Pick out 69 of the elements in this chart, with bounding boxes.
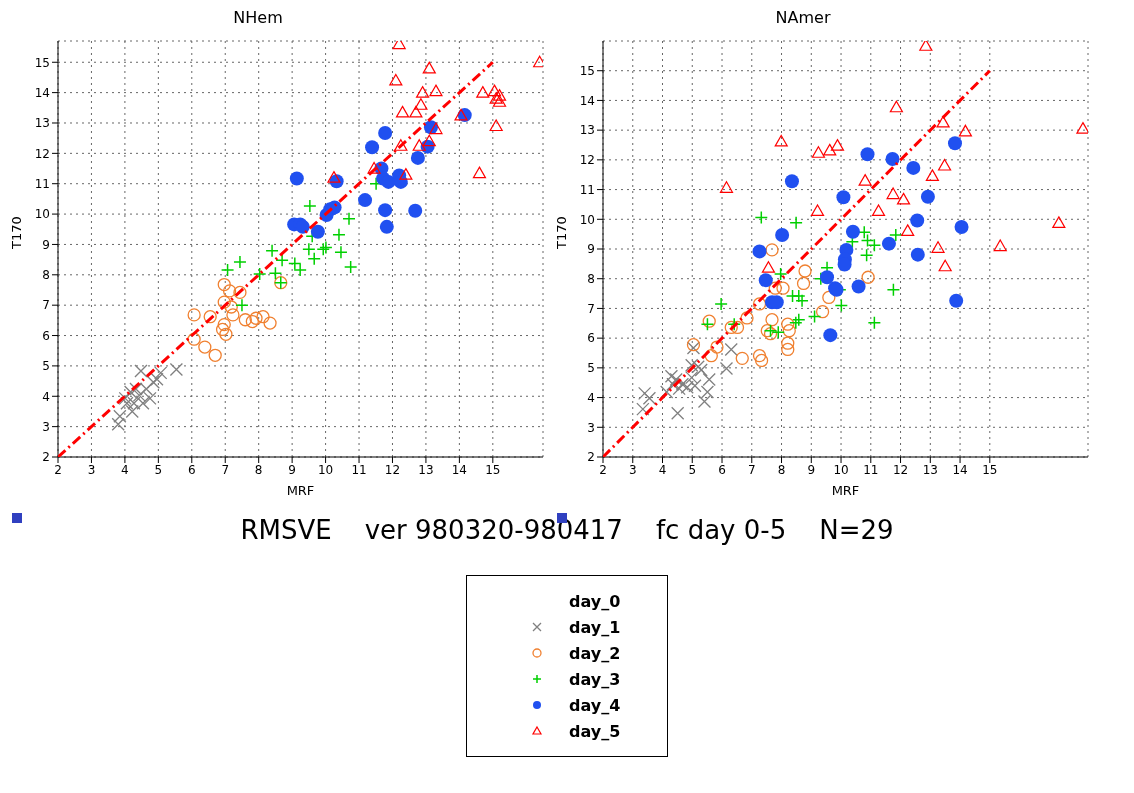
- y-tick-label: 7: [587, 301, 595, 316]
- x-tick-label: 15: [982, 462, 998, 477]
- y-tick-label: 10: [579, 212, 595, 227]
- y-tick-label: 7: [42, 298, 50, 313]
- legend-label: day_1: [569, 617, 621, 637]
- x-tick-label: 7: [221, 462, 230, 477]
- y-tick-label: 5: [587, 361, 595, 376]
- y-tick-label: 6: [42, 328, 50, 343]
- x-tick-label: 4: [121, 462, 129, 477]
- y-tick-label: 3: [42, 419, 50, 434]
- y-tick-label: 9: [587, 242, 595, 257]
- y-tick-label: 8: [42, 268, 50, 283]
- y-tick-label: 13: [579, 123, 595, 138]
- y-axis-title: T170: [553, 216, 569, 250]
- y-axis-title: T170: [8, 216, 24, 250]
- x-tick-label: 11: [863, 462, 879, 477]
- x-tick-label: 8: [254, 462, 263, 477]
- x-tick-label: 14: [952, 462, 968, 477]
- legend-label: day_4: [569, 695, 621, 715]
- x-tick-label: 8: [777, 462, 786, 477]
- x-tick-label: 10: [833, 462, 849, 477]
- y-tick-label: 4: [587, 390, 595, 405]
- y-tick-label: 8: [587, 271, 595, 286]
- x-tick-label: 15: [485, 462, 501, 477]
- y-tick-label: 13: [34, 116, 50, 131]
- chart-title: NHem: [232, 8, 284, 27]
- y-tick-label: 9: [42, 237, 50, 252]
- y-tick-label: 11: [579, 182, 595, 197]
- x-tick-label: 6: [718, 462, 726, 477]
- x-tick-label: 10: [317, 462, 334, 477]
- x-tick-label: 5: [154, 462, 163, 477]
- y-tick-label: 10: [34, 207, 50, 222]
- x-axis-title: MRF: [286, 483, 315, 498]
- legend-label: day_2: [569, 643, 621, 663]
- legend-label: day_3: [569, 669, 621, 689]
- x-tick-label: 12: [892, 462, 909, 477]
- x-tick-label: 13: [418, 462, 434, 477]
- x-tick-label: 13: [922, 462, 938, 477]
- text: RMSVE ver 980320-980417 fc day 0-5 N=29: [239, 515, 895, 545]
- y-tick-label: 5: [42, 359, 50, 374]
- x-axis-title: MRF: [831, 483, 860, 498]
- legend-label: day_5: [569, 721, 621, 741]
- x-tick-label: 7: [747, 462, 756, 477]
- y-tick-label: 6: [587, 331, 595, 346]
- x-tick-label: 11: [351, 462, 367, 477]
- x-tick-label: 3: [628, 462, 637, 477]
- y-tick-label: 14: [34, 85, 50, 100]
- x-tick-label: 9: [807, 462, 816, 477]
- y-tick-label: 12: [34, 146, 50, 161]
- x-tick-label: 6: [187, 462, 196, 477]
- x-tick-label: 12: [384, 462, 401, 477]
- text: day_0: [569, 591, 621, 611]
- x-tick-label: 3: [87, 462, 96, 477]
- y-tick-label: 12: [579, 153, 595, 168]
- y-tick-label: 2: [587, 450, 595, 465]
- y-tick-label: 15: [34, 55, 50, 70]
- y-tick-label: 3: [587, 420, 595, 435]
- y-tick-label: 14: [579, 93, 595, 108]
- x-tick-label: 14: [451, 462, 468, 477]
- x-tick-label: 9: [288, 462, 296, 477]
- y-tick-label: 4: [42, 389, 50, 404]
- y-tick-label: 2: [42, 450, 50, 465]
- x-tick-label: 2: [599, 462, 607, 477]
- y-tick-label: 11: [34, 176, 50, 191]
- x-tick-label: 5: [688, 462, 697, 477]
- x-tick-label: 4: [658, 462, 667, 477]
- y-tick-label: 15: [579, 63, 595, 78]
- x-tick-label: 2: [54, 462, 62, 477]
- chart-title: NAmer: [774, 8, 832, 27]
